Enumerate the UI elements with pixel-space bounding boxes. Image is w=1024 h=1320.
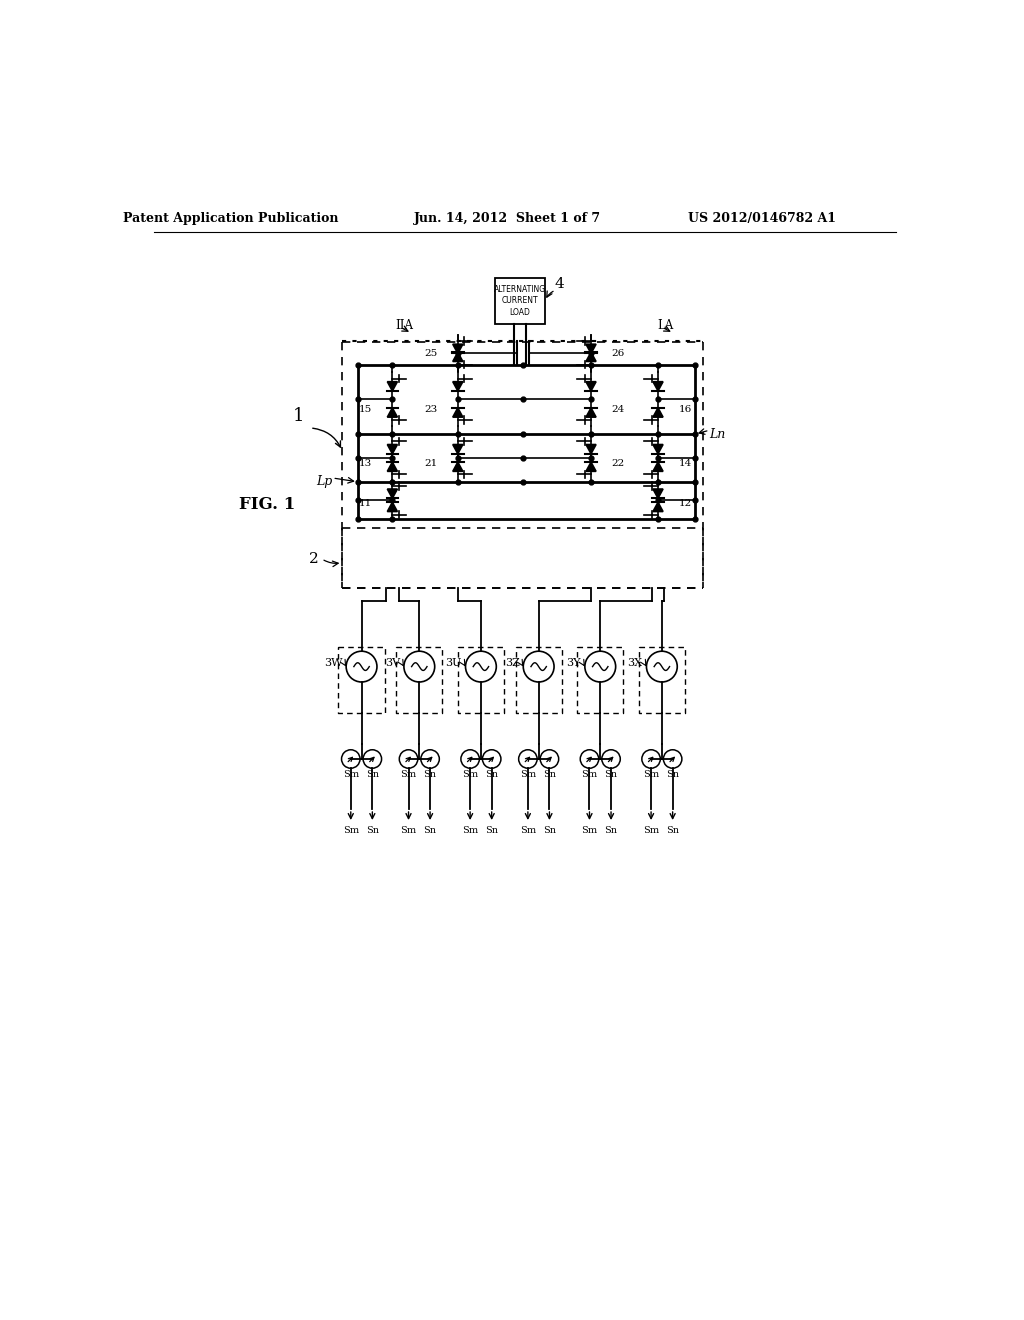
Text: Sm: Sm xyxy=(343,826,358,836)
Text: 3Y: 3Y xyxy=(566,657,581,668)
Polygon shape xyxy=(387,488,397,498)
Text: 16: 16 xyxy=(678,405,691,414)
Text: Sn: Sn xyxy=(424,770,436,779)
Polygon shape xyxy=(586,345,596,354)
Text: Jun. 14, 2012  Sheet 1 of 7: Jun. 14, 2012 Sheet 1 of 7 xyxy=(415,213,601,224)
Text: 3W: 3W xyxy=(324,657,342,668)
Text: Sn: Sn xyxy=(667,826,679,836)
Text: 13: 13 xyxy=(358,459,372,469)
Polygon shape xyxy=(586,408,596,417)
Text: Ln: Ln xyxy=(710,428,725,441)
Text: Sm: Sm xyxy=(462,826,478,836)
Polygon shape xyxy=(387,445,397,454)
Text: FIG. 1: FIG. 1 xyxy=(240,496,296,513)
Text: Sn: Sn xyxy=(543,770,556,779)
Text: 1: 1 xyxy=(293,408,304,425)
Text: 23: 23 xyxy=(424,405,437,414)
Text: 2: 2 xyxy=(309,552,318,566)
Text: 14: 14 xyxy=(678,459,691,469)
Text: Sn: Sn xyxy=(424,826,436,836)
Text: IIA: IIA xyxy=(395,319,413,333)
Polygon shape xyxy=(453,345,463,354)
Text: Sn: Sn xyxy=(667,770,679,779)
Text: Sm: Sm xyxy=(462,770,478,779)
Text: Sm: Sm xyxy=(520,770,536,779)
Polygon shape xyxy=(453,445,463,454)
Text: Sn: Sn xyxy=(366,826,379,836)
Text: Sn: Sn xyxy=(604,826,617,836)
Polygon shape xyxy=(653,462,663,471)
Polygon shape xyxy=(653,381,663,391)
Text: 25: 25 xyxy=(424,350,437,358)
Text: Sm: Sm xyxy=(582,826,598,836)
Polygon shape xyxy=(653,488,663,498)
Polygon shape xyxy=(653,408,663,417)
Text: Sm: Sm xyxy=(643,826,659,836)
Polygon shape xyxy=(453,408,463,417)
Polygon shape xyxy=(653,445,663,454)
Polygon shape xyxy=(453,352,463,362)
Polygon shape xyxy=(453,462,463,471)
Text: 11: 11 xyxy=(358,499,372,508)
Polygon shape xyxy=(387,462,397,471)
Text: 4: 4 xyxy=(555,277,564,290)
Polygon shape xyxy=(387,408,397,417)
Text: 12: 12 xyxy=(678,499,691,508)
Polygon shape xyxy=(387,503,397,512)
Polygon shape xyxy=(653,503,663,512)
Text: Sm: Sm xyxy=(400,826,417,836)
Text: Sm: Sm xyxy=(343,770,358,779)
Text: Patent Application Publication: Patent Application Publication xyxy=(123,213,338,224)
Text: Sn: Sn xyxy=(366,770,379,779)
Text: Sn: Sn xyxy=(543,826,556,836)
Text: 3Z: 3Z xyxy=(505,657,519,668)
Polygon shape xyxy=(453,381,463,391)
Text: LA: LA xyxy=(657,319,674,333)
Text: 26: 26 xyxy=(611,350,625,358)
Text: Sn: Sn xyxy=(485,826,499,836)
Text: US 2012/0146782 A1: US 2012/0146782 A1 xyxy=(688,213,836,224)
Text: 3U: 3U xyxy=(445,657,462,668)
Text: Sm: Sm xyxy=(582,770,598,779)
Polygon shape xyxy=(586,352,596,362)
Text: Sn: Sn xyxy=(485,770,499,779)
Text: 3V: 3V xyxy=(385,657,400,668)
Text: 24: 24 xyxy=(611,405,625,414)
Text: Sm: Sm xyxy=(400,770,417,779)
Text: Sn: Sn xyxy=(604,770,617,779)
Text: 15: 15 xyxy=(358,405,372,414)
Text: ALTERNATING
CURRENT
LOAD: ALTERNATING CURRENT LOAD xyxy=(494,285,546,317)
Bar xyxy=(495,277,545,323)
Polygon shape xyxy=(586,445,596,454)
Text: Lp: Lp xyxy=(316,475,333,488)
Polygon shape xyxy=(387,381,397,391)
Text: 21: 21 xyxy=(424,459,437,469)
Polygon shape xyxy=(586,462,596,471)
Text: 22: 22 xyxy=(611,459,625,469)
Text: Sm: Sm xyxy=(643,770,659,779)
Polygon shape xyxy=(586,381,596,391)
Text: 3X: 3X xyxy=(628,657,643,668)
Text: Sm: Sm xyxy=(520,826,536,836)
